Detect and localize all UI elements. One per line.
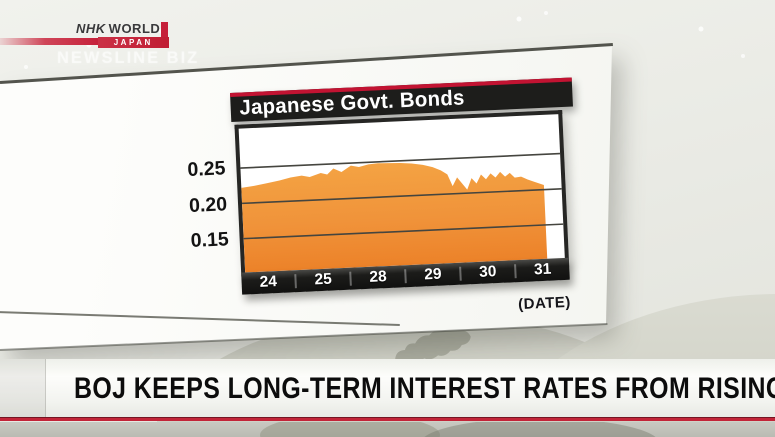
x-axis-tick-label: 30 (478, 263, 497, 281)
y-axis-tick: 0.25 (186, 157, 226, 181)
footer-band (0, 421, 775, 437)
banner-red-line (0, 417, 775, 421)
x-axis-tick-label: 28 (369, 268, 388, 286)
banner-left-shade (0, 359, 46, 417)
x-axis-tick-label: 29 (423, 265, 442, 284)
footer-globe-shape (260, 421, 440, 437)
japan-map-silhouette (382, 327, 471, 369)
bond-yield-area (241, 162, 548, 273)
headline-banner: BOJ KEEPS LONG-TERM INTEREST RATES FROM … (0, 359, 775, 417)
plot-area (234, 109, 570, 277)
bond-area-plot (240, 152, 564, 273)
gridline (240, 152, 561, 169)
x-axis-tick-label: 31 (533, 260, 552, 279)
x-axis-date-label: (DATE) (517, 293, 572, 314)
logo-japan-banner: JAPAN (98, 37, 169, 48)
y-axis-tick: 0.15 (190, 228, 230, 252)
y-axis-tick: 0.20 (188, 193, 228, 217)
gridline (243, 223, 564, 240)
bond-chart: Japanese Govt. Bonds 0.25 0.20 0.15 24 25… (187, 75, 641, 353)
logo-red-tab (161, 22, 168, 37)
logo-world-text: WORLD (108, 21, 161, 36)
newsline-biz-watermark: NEWSLINE BIZ (57, 49, 200, 67)
logo-red-stripe (0, 38, 100, 45)
gridline (241, 188, 562, 205)
footer-globe-shape (420, 421, 660, 437)
headline-text: BOJ KEEPS LONG-TERM INTEREST RATES FROM … (74, 372, 775, 405)
logo-nhk-text: NHK (76, 21, 106, 36)
x-axis-tick-label: 25 (314, 270, 333, 289)
nhk-world-logo: NHK WORLD (76, 21, 160, 36)
x-axis-tick-label: 24 (259, 273, 278, 291)
